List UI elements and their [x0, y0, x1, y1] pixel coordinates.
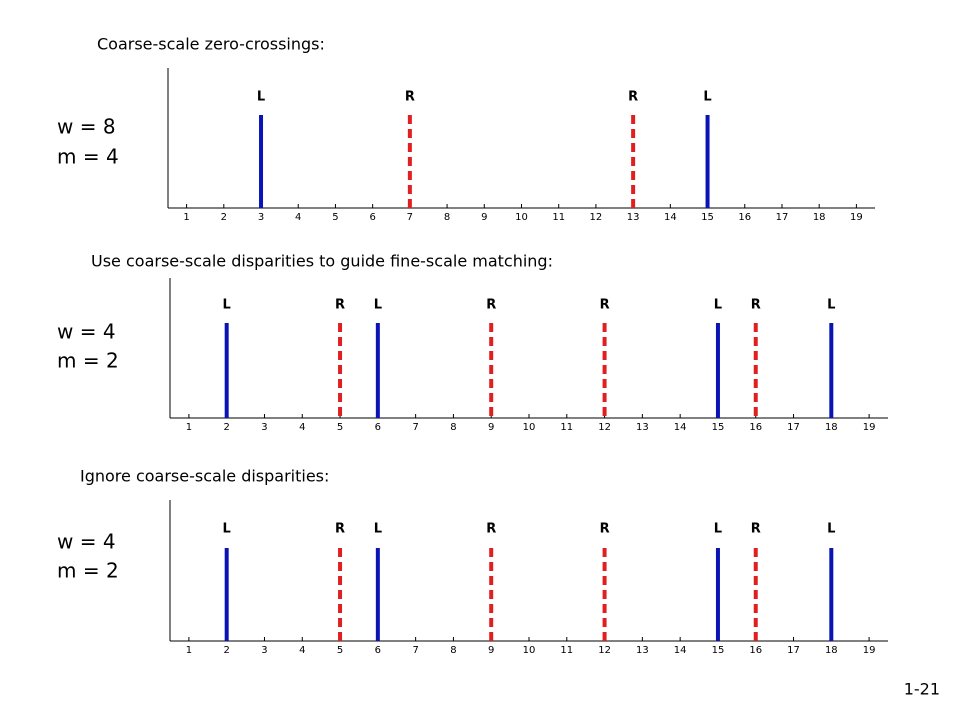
x-tick-label: 9: [488, 645, 494, 656]
x-tick-label: 6: [375, 422, 381, 433]
x-tick-label: 15: [712, 422, 725, 433]
x-tick-label: 11: [560, 645, 573, 656]
x-tick-label: 15: [712, 645, 725, 656]
x-tick-label: 10: [515, 212, 528, 223]
x-tick-label: 8: [450, 422, 456, 433]
x-tick-label: 4: [295, 212, 301, 223]
stem-label: L: [223, 522, 231, 537]
stem-label: R: [486, 298, 496, 313]
chart-title: Coarse-scale zero-crossings:: [97, 35, 325, 54]
stem-label: L: [827, 522, 835, 537]
stem-label: L: [827, 298, 835, 313]
x-tick-label: 14: [664, 212, 677, 223]
x-tick-label: 14: [674, 422, 687, 433]
x-tick-label: 2: [223, 645, 229, 656]
x-tick-label: 9: [481, 212, 487, 223]
x-tick-label: 19: [850, 212, 863, 223]
x-tick-label: 7: [412, 645, 418, 656]
x-tick-label: 4: [299, 645, 305, 656]
stem-label: R: [486, 522, 496, 537]
stem-label: R: [751, 298, 761, 313]
stem-label: R: [405, 90, 415, 105]
stem-label: R: [751, 522, 761, 537]
parameter-label: m = 2: [57, 349, 119, 373]
x-tick-label: 18: [813, 212, 826, 223]
stem-label: R: [335, 522, 345, 537]
x-tick-label: 1: [186, 645, 192, 656]
x-tick-label: 17: [787, 645, 800, 656]
stem-label: L: [714, 298, 722, 313]
stem-label: L: [714, 522, 722, 537]
x-tick-label: 17: [787, 422, 800, 433]
stem-label: L: [257, 90, 265, 105]
stem-label: L: [223, 298, 231, 313]
x-tick-label: 10: [523, 645, 536, 656]
x-tick-label: 12: [598, 422, 611, 433]
stem-label: L: [703, 90, 711, 105]
x-tick-label: 13: [636, 422, 649, 433]
x-tick-label: 13: [636, 645, 649, 656]
x-tick-label: 1: [186, 422, 192, 433]
stem-label: R: [628, 90, 638, 105]
x-tick-label: 18: [825, 422, 838, 433]
chart-title: Ignore coarse-scale disparities:: [80, 467, 329, 486]
x-tick-label: 13: [627, 212, 640, 223]
parameter-label: m = 4: [57, 145, 119, 169]
x-tick-label: 6: [369, 212, 375, 223]
x-tick-label: 5: [337, 422, 343, 433]
x-tick-label: 16: [749, 422, 762, 433]
x-tick-label: 19: [863, 645, 876, 656]
x-tick-label: 12: [590, 212, 603, 223]
x-tick-label: 10: [523, 422, 536, 433]
x-tick-label: 7: [412, 422, 418, 433]
x-tick-label: 8: [450, 645, 456, 656]
chart-title: Use coarse-scale disparities to guide fi…: [91, 252, 553, 271]
x-tick-label: 5: [337, 645, 343, 656]
x-tick-label: 11: [552, 212, 565, 223]
parameter-label: w = 4: [57, 320, 116, 344]
x-tick-label: 1: [183, 212, 189, 223]
stem-label: L: [374, 298, 382, 313]
parameter-label: w = 8: [57, 115, 116, 139]
stem-label: L: [374, 522, 382, 537]
stem-label: R: [600, 522, 610, 537]
x-tick-label: 15: [701, 212, 714, 223]
parameter-label: w = 4: [57, 530, 116, 554]
x-tick-label: 5: [332, 212, 338, 223]
x-tick-label: 11: [560, 422, 573, 433]
x-tick-label: 9: [488, 422, 494, 433]
x-tick-label: 16: [749, 645, 762, 656]
x-tick-label: 18: [825, 645, 838, 656]
x-tick-label: 7: [407, 212, 413, 223]
x-tick-label: 19: [863, 422, 876, 433]
x-tick-label: 14: [674, 645, 687, 656]
x-tick-label: 16: [738, 212, 751, 223]
x-tick-label: 8: [444, 212, 450, 223]
x-tick-label: 6: [375, 645, 381, 656]
x-tick-label: 2: [223, 422, 229, 433]
stem-label: R: [600, 298, 610, 313]
stem-label: R: [335, 298, 345, 313]
x-tick-label: 3: [261, 645, 267, 656]
x-tick-label: 3: [258, 212, 264, 223]
x-tick-label: 2: [221, 212, 227, 223]
parameter-label: m = 2: [57, 559, 119, 583]
x-tick-label: 4: [299, 422, 305, 433]
page-number: 1-21: [904, 680, 940, 699]
x-tick-label: 17: [776, 212, 789, 223]
x-tick-label: 3: [261, 422, 267, 433]
x-tick-label: 12: [598, 645, 611, 656]
